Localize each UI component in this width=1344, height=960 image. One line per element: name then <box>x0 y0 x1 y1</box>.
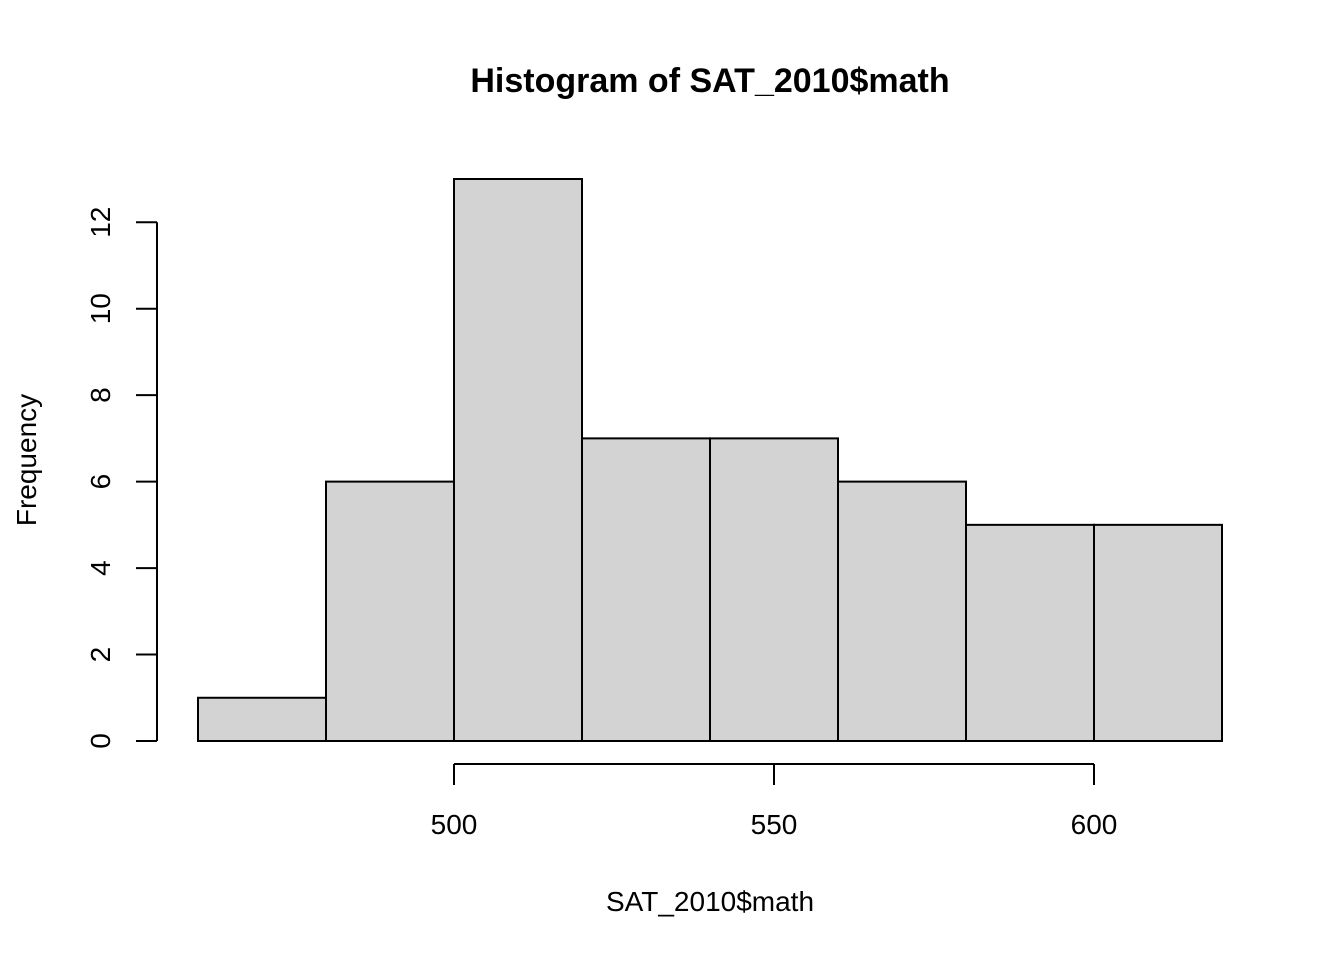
y-tick-label: 10 <box>85 293 116 324</box>
y-tick-label: 4 <box>85 560 116 576</box>
y-tick-label: 2 <box>85 647 116 663</box>
y-axis: 0 2 4 6 8 10 12 <box>85 207 158 749</box>
histogram-bar <box>453 178 583 742</box>
y-tick-label: 12 <box>85 207 116 238</box>
histogram-bar <box>581 437 711 742</box>
x-tick-label: 550 <box>751 809 798 840</box>
histogram-bar <box>325 480 455 742</box>
chart-title: Histogram of SAT_2010$math <box>470 62 949 100</box>
x-axis: 500 550 600 <box>431 763 1118 840</box>
x-tick-label: 500 <box>431 809 478 840</box>
y-tick-label: 0 <box>85 733 116 749</box>
y-tick-label: 8 <box>85 387 116 403</box>
y-tick-label: 6 <box>85 474 116 490</box>
histogram-bar <box>709 437 839 742</box>
bars-group <box>197 178 1223 742</box>
histogram-bar <box>965 523 1095 742</box>
x-axis-label: SAT_2010$math <box>606 886 814 917</box>
y-axis-label: Frequency <box>11 394 42 526</box>
histogram-bar <box>1093 523 1223 742</box>
x-tick-label: 600 <box>1071 809 1118 840</box>
histogram-bar <box>837 480 967 742</box>
histogram-bar <box>197 696 327 742</box>
